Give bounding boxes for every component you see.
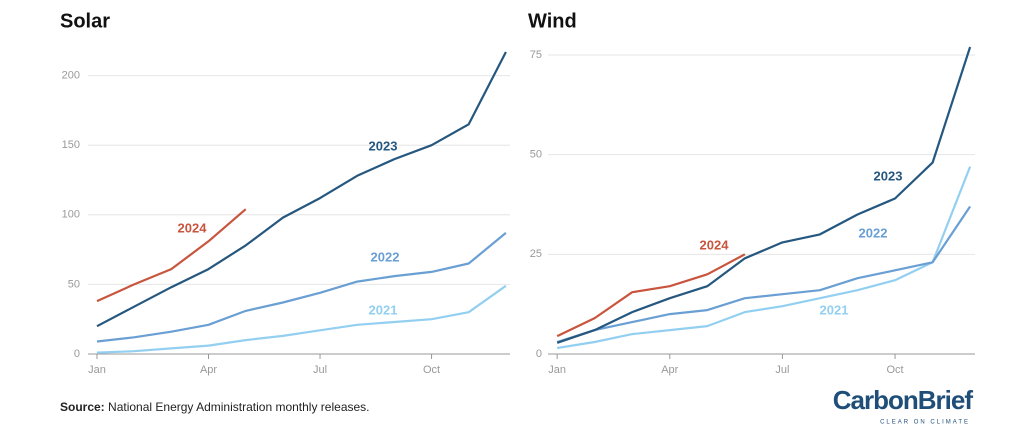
series-line [96,232,507,343]
logo-tagline: CLEAR ON CLIMATE [880,420,970,426]
source: Source: National Energy Administration m… [60,400,370,414]
x-tick-label: Apr [200,364,217,376]
series-label: 2023 [369,138,398,153]
y-tick-label: 25 [530,248,542,260]
chart-title: Solar [60,10,110,32]
series-label: 2024 [700,237,730,252]
source-text: National Energy Administration monthly r… [108,400,369,414]
x-tick-label: Jul [313,364,327,376]
chart-title: Wind [528,10,577,32]
y-tick-label: 200 [62,70,80,82]
series-label: 2024 [178,220,208,235]
series-label: 2022 [859,225,888,240]
x-tick-label: Oct [886,364,903,376]
x-tick-label: Jul [775,364,789,376]
source-label: Source: [60,400,105,414]
x-tick-label: Apr [661,364,678,376]
series-line [556,253,746,338]
y-tick-label: 100 [62,209,80,221]
y-tick-label: 0 [74,348,80,360]
y-tick-label: 50 [68,278,80,290]
x-tick-label: Jan [548,364,566,376]
logo: CarbonBrief [833,385,974,415]
x-tick-label: Jan [88,364,106,376]
series-line [96,51,507,328]
series-label: 2022 [371,249,400,264]
series-label: 2021 [820,302,849,317]
y-tick-label: 0 [536,348,542,360]
series-line [557,166,972,350]
x-tick-label: Oct [423,364,440,376]
series-line [96,208,247,303]
series-label: 2021 [369,302,398,317]
y-tick-label: 75 [530,49,542,61]
series-line [556,205,972,344]
series-line [96,284,507,354]
y-tick-label: 50 [530,149,542,161]
series-label: 2023 [874,168,903,183]
series-line [556,46,972,344]
y-tick-label: 150 [62,139,80,151]
